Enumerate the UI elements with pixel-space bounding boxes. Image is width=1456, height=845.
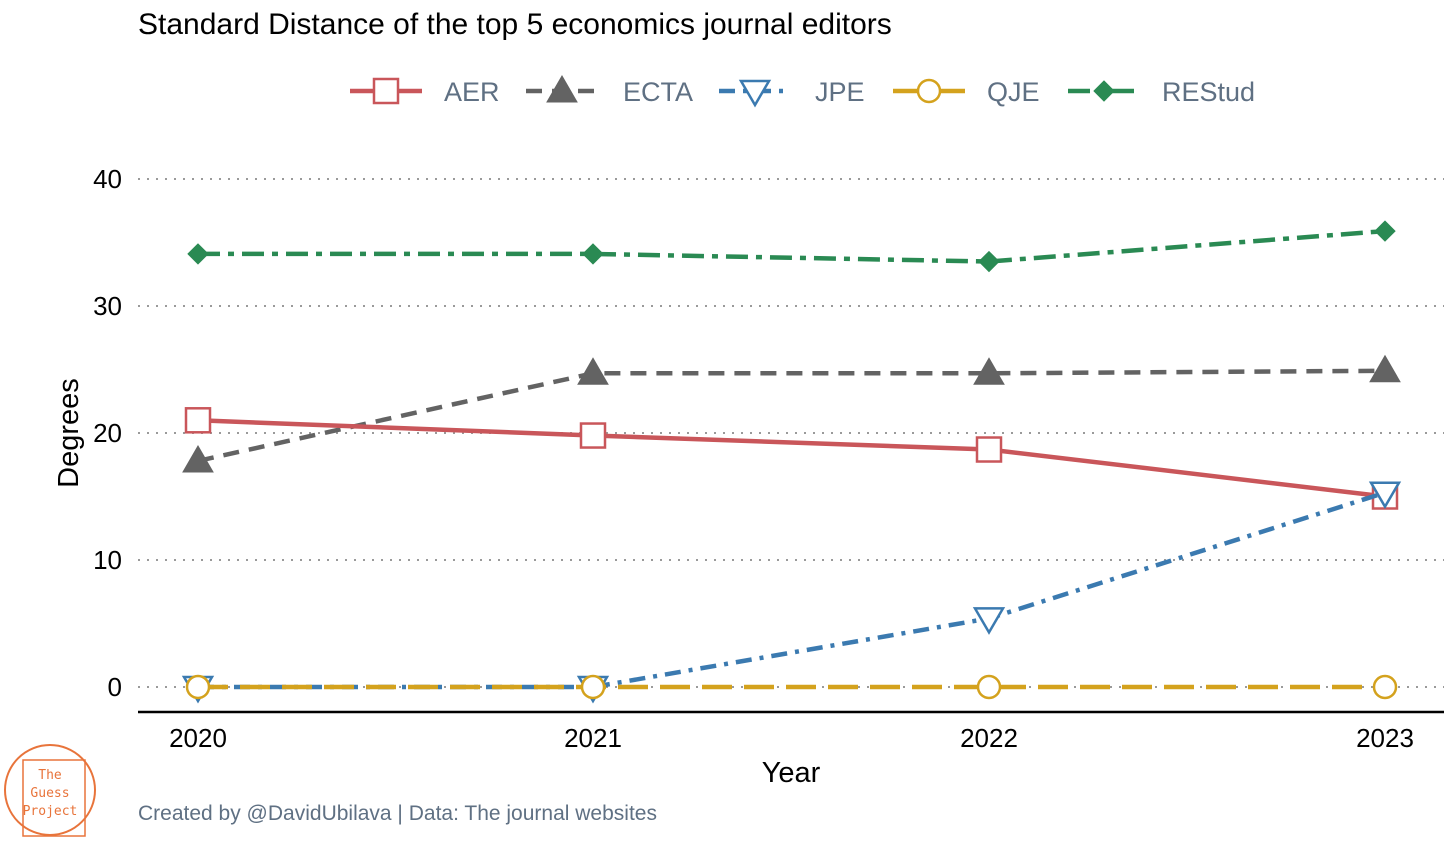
chart-title: Standard Distance of the top 5 economics… <box>138 8 892 41</box>
x-axis-ticks: 2020 2021 2022 2023 <box>169 723 1414 753</box>
series-line <box>198 228 1386 264</box>
legend-label: QJE <box>987 77 1040 107</box>
data-point <box>577 357 609 385</box>
x-tick-label: 2022 <box>960 723 1018 753</box>
data-point <box>1372 674 1398 700</box>
legend-label: JPE <box>815 77 865 107</box>
series-lines <box>181 220 1402 704</box>
data-point <box>582 243 604 265</box>
x-tick-label: 2020 <box>169 723 227 753</box>
logo-frame <box>22 759 86 837</box>
y-tick-label: 10 <box>93 545 122 575</box>
legend-label: ECTA <box>623 77 693 107</box>
y-axis-title: Degrees <box>53 378 85 488</box>
x-axis-title: Year <box>762 757 821 789</box>
legend-item-jpe: JPE <box>719 77 865 108</box>
logo-line-2: Guess <box>30 786 69 801</box>
guess-project-logo: The Guess Project <box>4 744 96 837</box>
legend-item-restud: REStud <box>1068 77 1255 107</box>
y-tick-label: 30 <box>93 291 122 321</box>
data-point <box>185 674 211 700</box>
x-tick-label: 2021 <box>564 723 622 753</box>
data-point <box>1374 220 1396 242</box>
data-point <box>972 607 1006 635</box>
data-point <box>978 250 1000 273</box>
y-tick-label: 0 <box>108 672 122 702</box>
data-point <box>1368 481 1402 510</box>
legend-label: AER <box>444 77 500 107</box>
logo-circle <box>4 744 96 836</box>
series-line <box>197 418 1386 499</box>
logo-line-1: The <box>38 768 62 783</box>
series-ecta <box>182 354 1401 473</box>
legend-item-qje: QJE <box>893 77 1040 107</box>
series-line <box>198 490 1386 690</box>
data-point <box>973 357 1005 385</box>
logo-line-3: Project <box>23 804 78 819</box>
legend-key-marker <box>738 79 772 108</box>
data-point <box>1369 354 1401 383</box>
data-point <box>187 243 209 265</box>
legend-label: REStud <box>1162 77 1255 107</box>
series-restud <box>187 220 1396 273</box>
data-point <box>184 407 212 434</box>
y-axis-ticks: 0 10 20 30 40 <box>93 164 122 702</box>
series-qje <box>185 674 1398 700</box>
legend-item-aer: AER <box>350 77 500 107</box>
legend-key-marker <box>546 74 578 103</box>
y-tick-label: 40 <box>93 164 122 194</box>
data-point <box>976 674 1002 700</box>
legend-key-marker <box>916 78 942 104</box>
legend-key-marker <box>1093 80 1115 102</box>
data-point <box>580 674 606 700</box>
series-line <box>197 368 1386 464</box>
legend-item-ecta: ECTA <box>526 74 693 107</box>
legend-key-marker <box>372 77 400 105</box>
y-tick-label: 20 <box>93 418 122 448</box>
legend: AER ECTA JPE QJE REStud <box>350 74 1255 108</box>
caption: Created by @DavidUbilava | Data: The jou… <box>138 802 657 825</box>
series-aer <box>184 407 1399 510</box>
series-jpe <box>181 481 1402 704</box>
data-point <box>975 436 1003 463</box>
x-tick-label: 2023 <box>1356 723 1414 753</box>
data-point <box>182 444 214 473</box>
data-point <box>579 422 607 449</box>
